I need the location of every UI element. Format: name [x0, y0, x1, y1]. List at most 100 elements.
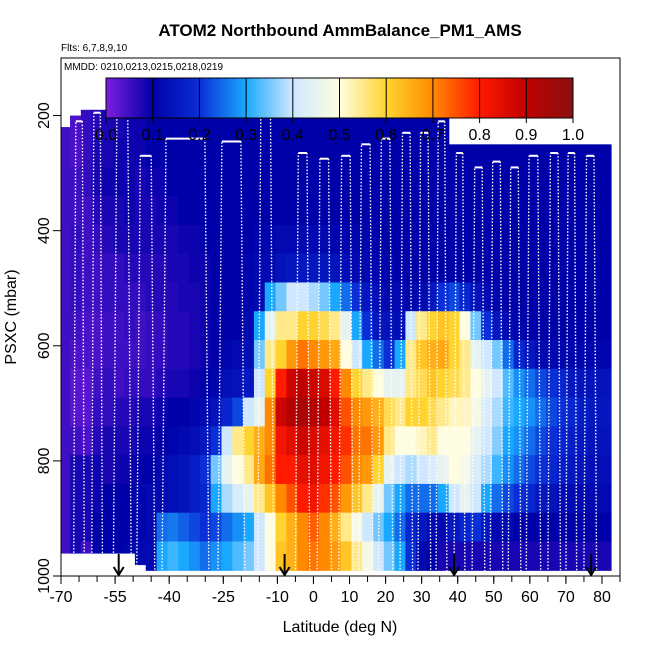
arrow-head — [448, 566, 460, 577]
heatmap-cell — [286, 224, 298, 255]
heatmap-cell — [491, 512, 504, 543]
heatmap-cell — [253, 426, 266, 456]
x-tick-label: 60 — [521, 589, 539, 606]
heatmap-cell — [243, 426, 255, 456]
heatmap-cell — [232, 196, 244, 226]
heatmap-cell — [91, 512, 104, 543]
heatmap-cell — [567, 282, 580, 312]
heatmap-cell — [61, 541, 71, 554]
heatmap-cell — [351, 109, 363, 140]
heatmap-cell — [448, 483, 461, 514]
heatmap-cell — [286, 311, 298, 341]
heatmap-cell — [600, 144, 612, 168]
heatmap-cell — [481, 541, 493, 571]
heatmap-cell — [502, 426, 515, 456]
heatmap-cell — [481, 224, 493, 255]
heatmap-cell — [362, 368, 374, 399]
heatmap-cell — [318, 109, 331, 140]
heatmap-cell — [178, 196, 190, 226]
heatmap-cell — [567, 167, 580, 197]
heatmap-cell — [340, 397, 352, 427]
heatmap-cell — [297, 340, 309, 370]
heatmap-cell — [427, 167, 439, 197]
heatmap-cell — [134, 541, 147, 566]
x-tick-label: 30 — [413, 589, 431, 606]
heatmap-cell — [448, 426, 461, 456]
colorbar-tick-label: 0.6 — [375, 127, 397, 144]
heatmap-cell — [102, 426, 114, 456]
heatmap-cell — [383, 541, 396, 571]
heatmap-cell — [502, 512, 515, 543]
heatmap-cell — [91, 109, 104, 140]
heatmap-cell — [340, 426, 352, 456]
heatmap-cell — [535, 368, 547, 399]
y-axis-label: PSXC (mbar) — [3, 269, 20, 364]
heatmap-cell — [253, 311, 266, 341]
heatmap-cell — [437, 512, 450, 543]
heatmap-cell — [167, 541, 179, 571]
heatmap-cell — [243, 368, 255, 399]
heatmap-cell — [502, 144, 515, 168]
chart-title: ATOM2 Northbound AmmBalance_PM1_AMS — [158, 21, 521, 40]
heatmap-cell — [156, 282, 168, 312]
heatmap-cell — [405, 397, 417, 427]
heatmap-cell — [145, 426, 158, 456]
heatmap-cell — [448, 368, 461, 399]
heatmap-cell — [491, 397, 504, 427]
heatmap-cell — [124, 512, 136, 543]
heatmap-cell — [145, 397, 158, 427]
heatmap-cell — [416, 512, 428, 543]
heatmap-cell — [546, 397, 558, 427]
heatmap-cell — [546, 426, 558, 456]
heatmap-cell — [448, 253, 461, 284]
profile-ascent — [161, 138, 167, 576]
x-axis-label: Latitude (deg N) — [283, 619, 398, 636]
heatmap-cell — [535, 144, 547, 168]
heatmap-cell — [124, 224, 136, 255]
heatmap-cell — [556, 311, 569, 341]
heatmap-cell — [491, 541, 504, 571]
heatmap-cell — [383, 512, 396, 543]
heatmap-cell — [232, 512, 244, 543]
heatmap-cell — [546, 167, 558, 197]
profile-descent — [204, 138, 210, 576]
heatmap-cell — [70, 115, 82, 140]
heatmap-cell — [243, 282, 255, 312]
heatmap-cell — [481, 144, 493, 168]
heatmap-cell — [535, 483, 547, 514]
colorbar-tick-label: 0.8 — [468, 127, 490, 144]
profile-ascent — [112, 106, 118, 576]
dates-note: MMDD: 0210,0213,0215,0218,0219 — [64, 62, 223, 73]
heatmap-cell — [427, 311, 439, 341]
heatmap-cell — [340, 311, 352, 341]
heatmap-cell — [167, 109, 179, 140]
heatmap-cell — [578, 340, 590, 370]
heatmap-cell — [113, 196, 125, 226]
heatmap-cell — [351, 541, 363, 571]
heatmap-cell — [61, 253, 71, 284]
heatmap-cell — [481, 455, 493, 485]
heatmap-cell — [264, 109, 277, 140]
heatmap-cell — [448, 397, 461, 427]
heatmap-cell — [156, 253, 168, 284]
heatmap-cell — [546, 253, 558, 284]
heatmap-cell — [416, 541, 428, 571]
heatmap-cell — [61, 282, 71, 312]
heatmap-cell — [340, 512, 352, 543]
heatmap-cell — [167, 483, 179, 514]
heatmap-cell — [70, 541, 82, 554]
heatmap-cell — [243, 455, 255, 485]
heatmap-cell — [80, 224, 93, 255]
heatmap-cell — [416, 282, 428, 312]
heatmap-cell — [61, 138, 71, 168]
heatmap-cell — [134, 397, 147, 427]
heatmap-cell — [113, 368, 125, 399]
heatmap-cell — [546, 224, 558, 255]
heatmap-cell — [405, 282, 417, 312]
heatmap-cell — [556, 224, 569, 255]
heatmap-cell — [329, 426, 342, 456]
heatmap-cell — [416, 368, 428, 399]
heatmap-cell — [394, 167, 407, 197]
heatmap-cell — [80, 368, 93, 399]
colorbar: 0.0 0.1 0.2 0.3 0.4 0.5 0.6 0.7 0.8 0.9 1.0 — [95, 77, 584, 144]
